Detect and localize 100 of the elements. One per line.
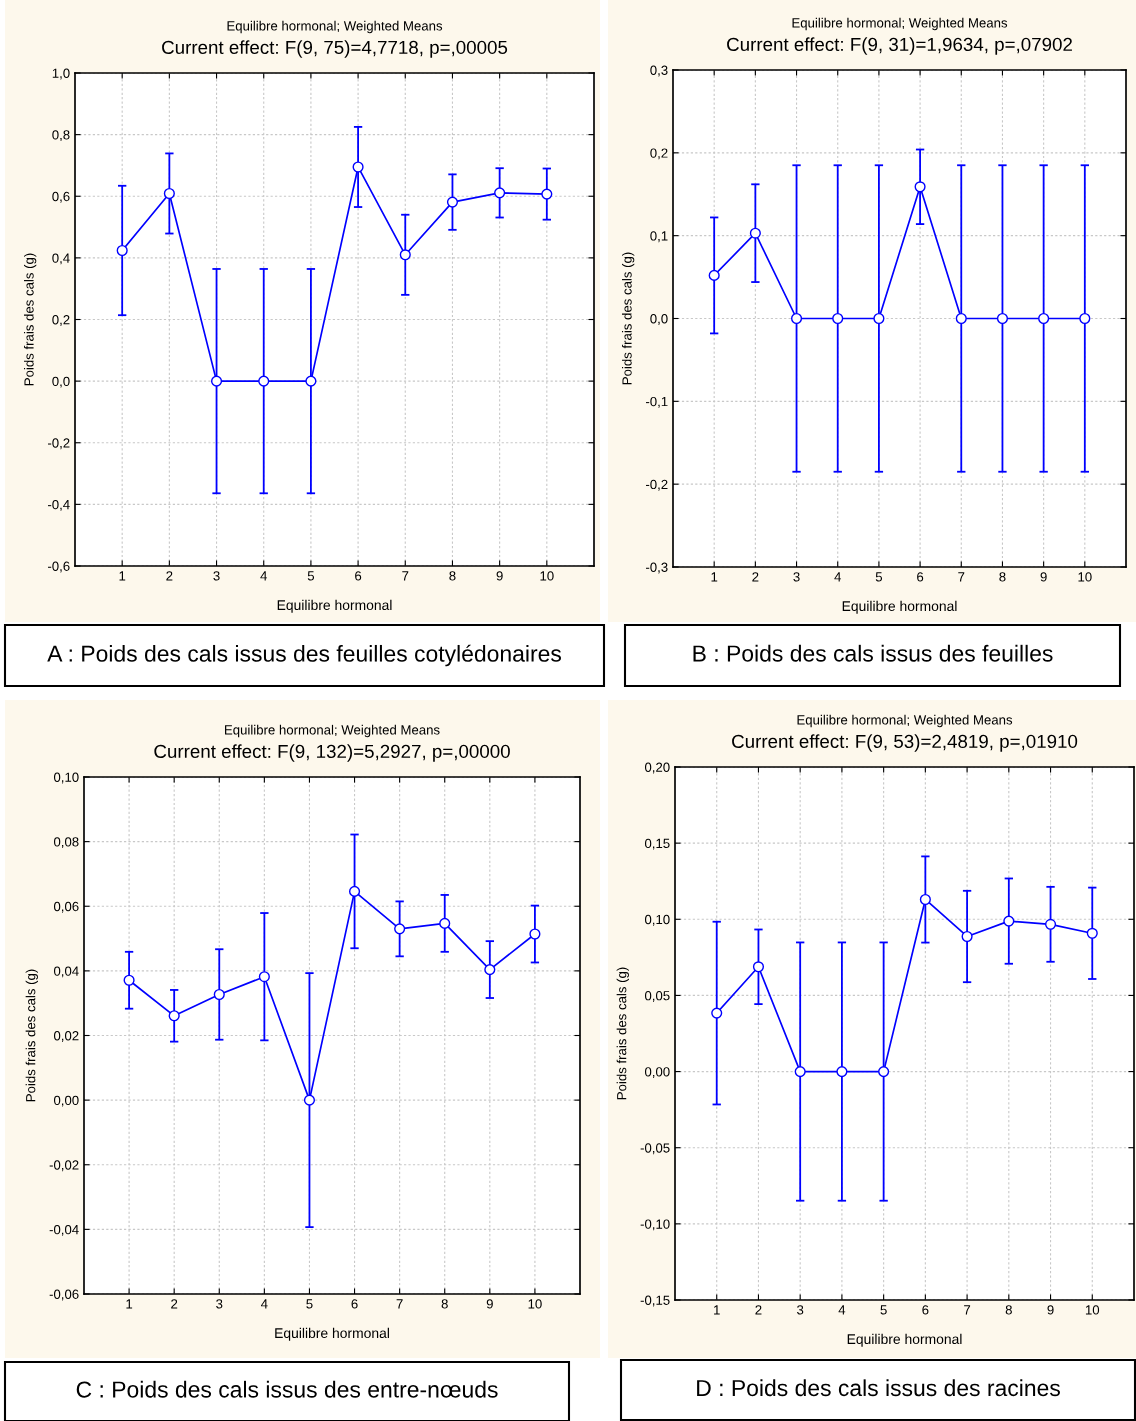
x-tick-label: 1 [714,1305,720,1315]
x-tick-label: 4 [838,1305,846,1315]
x-tick-label: 1 [119,571,126,581]
point [794,1066,806,1078]
chart-subtitle: Current effect: F(9, 31)=1,9634, p=,07902 [727,37,1072,55]
x-tick-label: 9 [1047,1305,1054,1315]
point [1079,312,1091,325]
y-tick-label: 0,4 [52,253,70,265]
x-tick-label: 10 [1078,572,1092,582]
chart-subtitle: Current effect: F(9, 75)=4,7718, p=,00005 [162,40,508,58]
y-tick-label: -0,3 [645,562,668,574]
x-tick-label: 2 [752,572,759,582]
y-tick-label: -0,02 [49,1160,79,1172]
point [116,244,128,257]
y-tick-label: -0,2 [645,479,668,491]
x-tick-label: 4 [261,1299,268,1309]
chart-title: Equilibre hormonal; Weighted Means [227,20,443,34]
y-tick-label: -0,6 [47,561,70,573]
x-tick-label: 6 [351,1299,358,1309]
y-tick-label: 0,00 [644,1067,670,1079]
chart-title: Equilibre hormonal; Weighted Means [225,724,440,738]
x-tick-label: 3 [793,572,800,582]
point [210,375,223,387]
point [711,1007,723,1019]
y-tick-label: 0,0 [650,314,668,325]
y-tick-label: 0,1 [650,231,668,243]
y-tick-label: 0,2 [52,315,70,326]
x-tick-label: 4 [260,571,268,581]
x-tick-label: 2 [166,571,173,581]
text: D : Poids des cals issus des racines [697,1379,1060,1397]
point [1086,927,1098,939]
point [494,187,506,199]
point [541,188,553,200]
point [708,269,720,281]
y-tick-label: -0,05 [640,1143,670,1155]
point [394,923,406,935]
y-tick-label: 0,04 [53,966,79,978]
x-tick-label: 2 [755,1305,762,1315]
chart-title: Equilibre hormonal; Weighted Means [797,714,1013,728]
point [749,227,761,239]
x-tick-label: 8 [441,1299,448,1309]
point [446,196,459,208]
x-axis-title: Equilibre hormonal [842,600,957,614]
x-tick-label: 9 [496,571,503,581]
y-tick-label: 0,02 [53,1031,79,1042]
y-tick-label: -0,2 [47,438,70,450]
point [352,161,364,173]
x-tick-label: 5 [307,571,315,581]
x-tick-label: 7 [964,1305,971,1315]
chart-subtitle: Current effect: F(9, 132)=5,2927, p=,00000 [154,744,510,762]
y-tick-label: -0,4 [47,499,70,511]
y-tick-label: 0,20 [644,762,670,774]
text: A : Poids des cals issus des feuilles cotylédonaires [47,644,561,667]
point [1044,918,1057,930]
point [213,988,225,1001]
y-axis-title: Poids frais des cals (g) [621,252,635,385]
y-axis-title: Poids frais des cals (g) [616,967,629,1100]
chart-subtitle: Current effect: F(9, 53)=2,4819, p=,01910 [732,734,1078,752]
point [305,375,317,387]
point [961,930,973,943]
x-tick-label: 5 [306,1299,313,1309]
y-tick-label: 0,08 [53,837,79,849]
x-tick-label: 7 [958,572,965,582]
x-tick-label: 5 [880,1305,887,1315]
point [832,312,844,325]
point [752,961,765,973]
point [919,893,931,906]
chart-title: Equilibre hormonal; Weighted Means [792,17,1008,31]
x-tick-label: 7 [396,1299,403,1309]
point [439,917,451,929]
point [258,375,270,387]
point [1038,312,1050,325]
y-tick-label: 0,00 [53,1095,79,1107]
text: B : Poids des cals issus des feuilles [693,644,1053,662]
point [873,312,885,325]
y-axis-title: Poids frais des cals (g) [23,253,37,386]
point [996,312,1009,325]
y-tick-label: 0,10 [53,772,79,784]
y-tick-label: 0,06 [53,901,79,913]
point [348,885,361,897]
x-tick-label: 8 [449,571,456,581]
y-tick-label: -0,15 [640,1295,670,1307]
point [878,1066,890,1078]
point [168,1010,180,1022]
x-axis-title: Equilibre hormonal [275,1327,389,1341]
y-axis-title: Poids frais des cals (g) [25,969,38,1102]
point [914,181,926,193]
x-tick-label: 3 [216,1299,223,1309]
point [529,928,541,940]
x-tick-label: 4 [834,572,842,582]
point [1003,915,1015,927]
y-tick-label: -0,06 [49,1289,79,1301]
x-tick-label: 10 [540,571,554,581]
x-tick-label: 10 [528,1299,542,1309]
y-tick-label: 0,05 [644,991,670,1002]
y-tick-label: 0,2 [650,148,668,160]
x-tick-label: 3 [213,571,220,581]
point [836,1066,848,1078]
x-tick-label: 9 [1040,572,1047,582]
x-tick-label: 6 [922,1305,929,1315]
